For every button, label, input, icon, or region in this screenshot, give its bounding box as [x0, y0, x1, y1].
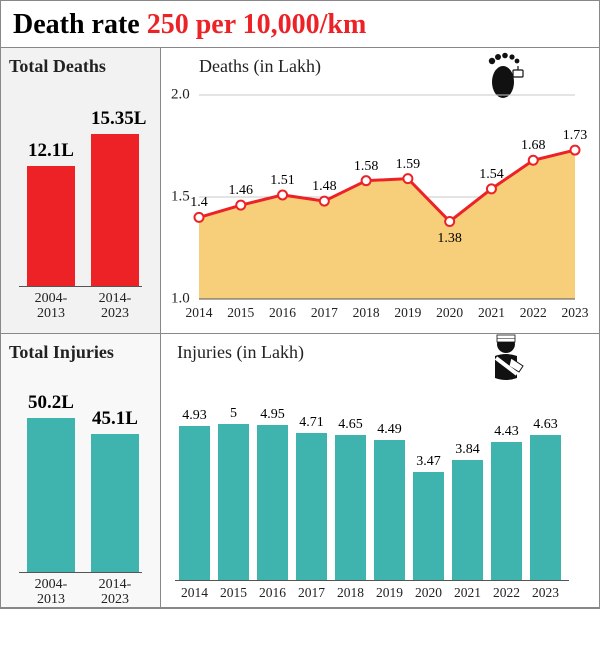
injury-x-label: 2018	[337, 585, 364, 601]
x-tick-label: 2020	[436, 305, 463, 321]
total-injuries-panel: Total Injuries 50.2L2004-201345.1L2014-2…	[1, 334, 161, 607]
injury-bar-fill	[296, 433, 327, 581]
data-point-label: 1.58	[354, 159, 379, 175]
data-point-label: 1.46	[229, 183, 254, 199]
injury-bar-value: 4.63	[530, 417, 561, 433]
injury-bar: 3.47	[413, 472, 444, 581]
headline-black: Death rate	[13, 9, 147, 40]
mini-bar-value: 45.1L	[91, 408, 139, 430]
mini-bar: 45.1L2014-2023	[91, 434, 139, 573]
x-tick-label: 2015	[227, 305, 254, 321]
y-tick-label: 1.5	[171, 189, 190, 206]
injury-bar: 4.49	[374, 440, 405, 581]
injury-x-label: 2022	[493, 585, 520, 601]
injury-bar: 4.43	[491, 442, 522, 581]
x-tick-label: 2019	[394, 305, 421, 321]
injury-bar-fill	[218, 424, 249, 581]
y-tick-label: 2.0	[171, 87, 190, 104]
headline: Death rate 250 per 10,000/km	[1, 1, 599, 48]
deaths-svg	[171, 79, 581, 329]
injury-bar-fill	[257, 425, 288, 581]
injury-bar: 4.93	[179, 426, 210, 581]
data-point-label: 1.73	[563, 128, 588, 144]
mini-bar-category: 2014-2023	[91, 573, 139, 608]
x-tick-label: 2017	[311, 305, 338, 321]
injury-bar: 4.65	[335, 435, 366, 581]
injury-bar-value: 4.49	[374, 422, 405, 438]
injury-bar: 4.63	[530, 435, 561, 581]
injuries-chart-panel: Injuries (in Lakh) 4.932014520154.952016…	[161, 334, 599, 607]
deaths-chart-panel: Deaths (in Lakh) 1.01.52.020142015201620…	[161, 48, 599, 333]
injury-bar: 4.71	[296, 433, 327, 581]
mini-bar: 12.1L2004-2013	[27, 166, 75, 287]
injury-bar-fill	[452, 460, 483, 581]
injury-bar-value: 4.71	[296, 415, 327, 431]
injury-x-label: 2021	[454, 585, 481, 601]
x-tick-label: 2014	[186, 305, 213, 321]
data-point-label: 1.51	[270, 173, 295, 189]
injury-x-label: 2016	[259, 585, 286, 601]
baseline	[19, 572, 142, 573]
data-point-label: 1.68	[521, 138, 546, 154]
total-injuries-bars: 50.2L2004-2013 45.1L2014-2023	[9, 367, 152, 597]
injury-x-label: 2023	[532, 585, 559, 601]
mini-bar-value: 50.2L	[27, 392, 75, 414]
mini-bar-fill	[91, 134, 139, 288]
data-point-label: 1.59	[396, 157, 421, 173]
mini-bar-fill	[27, 418, 75, 573]
mini-bar-fill	[27, 166, 75, 287]
injury-bar-value: 4.93	[179, 408, 210, 424]
mini-bar-value: 15.35L	[91, 108, 139, 130]
injuries-bar-chart: 4.93 2014 5 2015 4.95 2016 4.71 2017 4.65 2018 4.4…	[171, 365, 581, 603]
data-point-label: 1.38	[437, 231, 462, 247]
mini-bar-value: 12.1L	[27, 140, 75, 162]
total-injuries-title: Total Injuries	[9, 342, 152, 363]
mini-bar: 15.35L2014-2023	[91, 134, 139, 288]
total-deaths-bars: 12.1L2004-2013 15.35L2014-2023	[9, 81, 152, 311]
injury-x-label: 2019	[376, 585, 403, 601]
x-tick-label: 2021	[478, 305, 505, 321]
injury-bar-fill	[530, 435, 561, 581]
injury-bar-fill	[491, 442, 522, 581]
injury-x-label: 2015	[220, 585, 247, 601]
baseline	[175, 580, 569, 581]
injury-bar-fill	[335, 435, 366, 581]
injury-x-label: 2014	[181, 585, 208, 601]
injury-bar-fill	[413, 472, 444, 581]
total-deaths-title: Total Deaths	[9, 56, 152, 77]
deaths-line-chart: 1.01.52.02014201520162017201820192020202…	[171, 79, 581, 329]
total-deaths-panel: Total Deaths 12.1L2004-201315.35L2014-20…	[1, 48, 161, 333]
infographic-container: Death rate 250 per 10,000/km Total Death…	[0, 0, 600, 609]
x-tick-label: 2023	[562, 305, 589, 321]
mini-bar-category: 2014-2023	[91, 287, 139, 322]
baseline	[19, 286, 142, 287]
injury-bar: 4.95	[257, 425, 288, 581]
data-point-label: 1.4	[190, 195, 208, 211]
x-tick-label: 2016	[269, 305, 296, 321]
injury-x-label: 2017	[298, 585, 325, 601]
injury-bar: 5	[218, 424, 249, 581]
injury-bar-value: 3.47	[413, 454, 444, 470]
injury-bar: 3.84	[452, 460, 483, 581]
row-deaths: Total Deaths 12.1L2004-201315.35L2014-20…	[1, 48, 599, 334]
row-injuries: Total Injuries 50.2L2004-201345.1L2014-2…	[1, 334, 599, 608]
injury-bar-value: 3.84	[452, 442, 483, 458]
deaths-chart-title: Deaths (in Lakh)	[199, 56, 589, 77]
x-tick-label: 2018	[353, 305, 380, 321]
injury-x-label: 2020	[415, 585, 442, 601]
headline-red: 250 per 10,000/km	[147, 9, 367, 40]
mini-bar-category: 2004-2013	[27, 573, 75, 608]
mini-bar-fill	[91, 434, 139, 573]
x-tick-label: 2022	[520, 305, 547, 321]
mini-bar: 50.2L2004-2013	[27, 418, 75, 573]
injury-bar-value: 4.43	[491, 424, 522, 440]
injury-bar-value: 4.65	[335, 417, 366, 433]
injury-bar-value: 5	[218, 406, 249, 422]
injury-bar-fill	[374, 440, 405, 581]
injury-bar-fill	[179, 426, 210, 581]
data-point-label: 1.48	[312, 179, 337, 195]
injury-bar-value: 4.95	[257, 407, 288, 423]
data-point-label: 1.54	[479, 167, 504, 183]
mini-bar-category: 2004-2013	[27, 287, 75, 322]
